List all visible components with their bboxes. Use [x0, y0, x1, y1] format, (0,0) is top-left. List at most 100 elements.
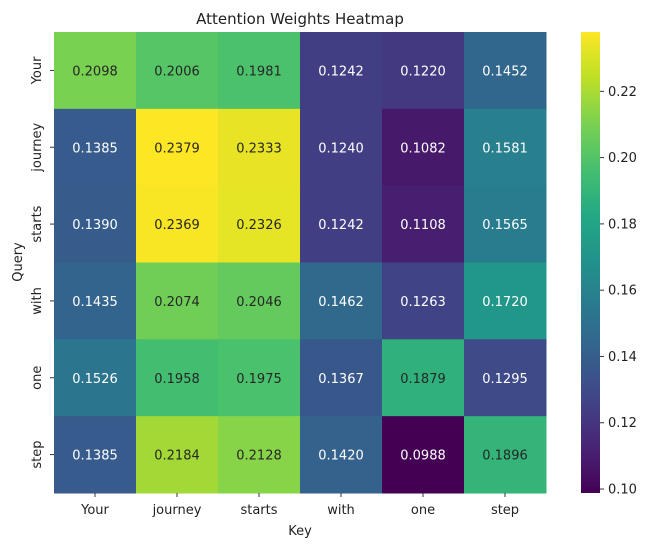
y-tick-label: starts [30, 205, 45, 242]
cell-value-label: 0.1565 [482, 218, 528, 233]
heatmap-cell [300, 416, 383, 494]
y-tick-label: step [30, 441, 45, 469]
heatmap-cell [300, 262, 383, 340]
cell-value-label: 0.1581 [482, 141, 528, 156]
x-tick-labels: Your journey starts with one step [80, 493, 519, 518]
cell-value-label: 0.1720 [482, 295, 528, 310]
heatmap-cell [382, 262, 465, 340]
cell-value-label: 0.1462 [318, 295, 364, 310]
y-tick-labels: Your journey starts with one step [30, 56, 54, 469]
x-tick-label: Your [80, 503, 109, 518]
cell-value-label: 0.1452 [482, 64, 528, 79]
y-axis-label: Query [11, 242, 26, 282]
heatmap-cell [54, 339, 137, 417]
heatmap-cell [300, 185, 383, 263]
colorbar: 0.10 0.12 0.14 0.16 0.18 0.20 0.22 [581, 32, 637, 498]
cell-value-label: 0.1958 [154, 372, 200, 387]
y-tick-label: with [30, 287, 45, 315]
cell-value-label: 0.1385 [72, 141, 118, 156]
y-tick-label: journey [30, 123, 45, 173]
cell-value-label: 0.1367 [318, 372, 364, 387]
cell-value-label: 0.2006 [154, 64, 200, 79]
x-tick-label: with [327, 503, 355, 518]
cell-value-label: 0.1390 [72, 218, 118, 233]
y-tick-label: Your [30, 56, 45, 85]
heatmap-cell [54, 32, 137, 110]
heatmap-cell [54, 416, 137, 494]
cell-value-label: 0.2379 [154, 141, 200, 156]
cell-value-label: 0.1220 [400, 64, 446, 79]
heatmap-cell [464, 32, 547, 110]
cell-value-label: 0.1385 [72, 449, 118, 464]
heatmap-cell [54, 185, 137, 263]
heatmap-cell [136, 32, 219, 110]
colorbar-tick-label: 0.22 [608, 85, 637, 100]
colorbar-tick-label: 0.16 [608, 284, 637, 299]
cell-value-label: 0.2074 [154, 295, 200, 310]
heatmap-cell [218, 416, 301, 494]
colorbar-tick-label: 0.14 [608, 350, 637, 365]
heatmap-cell [136, 185, 219, 263]
heatmap-cell [464, 185, 547, 263]
cell-value-label: 0.1975 [236, 372, 282, 387]
heatmap-cells: 0.2098 0.2006 0.1981 0.1242 0.1220 0.1452 0.13… [54, 32, 547, 494]
cell-value-label: 0.1263 [400, 295, 446, 310]
cell-value-label: 0.1082 [400, 141, 446, 156]
cell-value-label: 0.1420 [318, 449, 364, 464]
heatmap-cell [136, 416, 219, 494]
chart-title: Attention Weights Heatmap [196, 10, 404, 28]
heatmap-cell [218, 108, 301, 187]
heatmap-cell [300, 108, 383, 187]
heatmap-cell [300, 32, 383, 110]
heatmap-cell [218, 262, 301, 340]
heatmap-cell [136, 262, 219, 340]
cell-value-label: 0.2098 [72, 64, 118, 79]
cell-value-label: 0.1108 [400, 218, 446, 233]
cell-value-label: 0.2046 [236, 295, 282, 310]
cell-value-label: 0.1242 [318, 218, 364, 233]
cell-value-label: 0.2184 [154, 449, 200, 464]
heatmap-cell [464, 262, 547, 340]
heatmap-cell [218, 185, 301, 263]
cell-value-label: 0.1526 [72, 372, 118, 387]
heatmap-cell [382, 32, 465, 110]
cell-value-label: 0.2333 [236, 141, 282, 156]
cell-value-label: 0.1240 [318, 141, 364, 156]
cell-value-label: 0.2128 [236, 449, 282, 464]
heatmap-cell [136, 339, 219, 417]
x-tick-label: one [411, 503, 435, 518]
colorbar-tick-label: 0.20 [608, 151, 637, 166]
heatmap-cell [382, 185, 465, 263]
heatmap-cell [54, 262, 137, 340]
heatmap-cell [300, 339, 383, 417]
cell-value-label: 0.2369 [154, 218, 200, 233]
heatmap-cell [464, 108, 547, 187]
heatmap-cell [136, 108, 219, 187]
cell-value-label: 0.1435 [72, 295, 118, 310]
heatmap-cell [54, 108, 137, 187]
heatmap-cell [382, 339, 465, 417]
heatmap-cell [464, 416, 547, 494]
y-tick-label: one [30, 366, 45, 390]
cell-value-label: 0.2326 [236, 218, 282, 233]
heatmap-cell [382, 416, 465, 494]
colorbar-tick-label: 0.12 [608, 416, 637, 431]
heatmap-cell [218, 32, 301, 110]
cell-value-label: 0.1242 [318, 64, 364, 79]
x-axis-label: Key [288, 524, 312, 539]
cell-value-label: 0.1896 [482, 449, 528, 464]
heatmap-cell [464, 339, 547, 417]
colorbar-tick-label: 0.18 [608, 217, 637, 232]
x-tick-label: starts [240, 503, 277, 518]
x-tick-label: step [491, 503, 519, 518]
x-tick-label: journey [152, 503, 202, 518]
cell-value-label: 0.1981 [236, 64, 282, 79]
cell-value-label: 0.1879 [400, 372, 446, 387]
heatmap-cell [382, 108, 465, 187]
cell-value-label: 0.1295 [482, 372, 528, 387]
colorbar-tick-label: 0.10 [608, 483, 637, 498]
heatmap-cell [218, 339, 301, 417]
cell-value-label: 0.0988 [400, 449, 446, 464]
